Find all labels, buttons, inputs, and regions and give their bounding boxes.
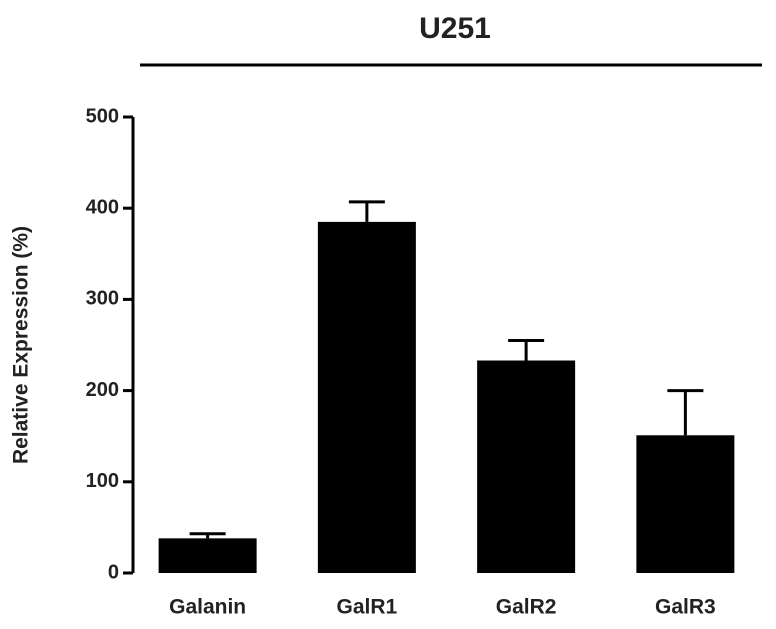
x-tick-label: GalR3 — [655, 596, 716, 619]
y-tick-label: 400 — [86, 196, 119, 218]
error-bar — [508, 338, 545, 361]
y-tick-label: 300 — [86, 288, 119, 310]
y-tick-label: 0 — [108, 561, 119, 583]
chart-title: U251 — [419, 12, 491, 45]
error-bar — [189, 532, 226, 539]
y-tick-label: 100 — [86, 470, 119, 492]
bar — [477, 360, 576, 573]
y-tick-label: 200 — [86, 379, 119, 401]
error-bar — [667, 389, 704, 436]
x-tick-label: GalR2 — [496, 596, 557, 619]
x-tick-label: Galanin — [169, 596, 246, 619]
bar — [317, 221, 416, 573]
bar — [636, 435, 735, 573]
bar — [158, 538, 257, 573]
error-bar — [348, 200, 385, 222]
y-tick-label: 500 — [86, 105, 119, 127]
y-axis-label: Relative Expression (%) — [10, 226, 33, 464]
x-tick-label: GalR1 — [337, 596, 398, 619]
